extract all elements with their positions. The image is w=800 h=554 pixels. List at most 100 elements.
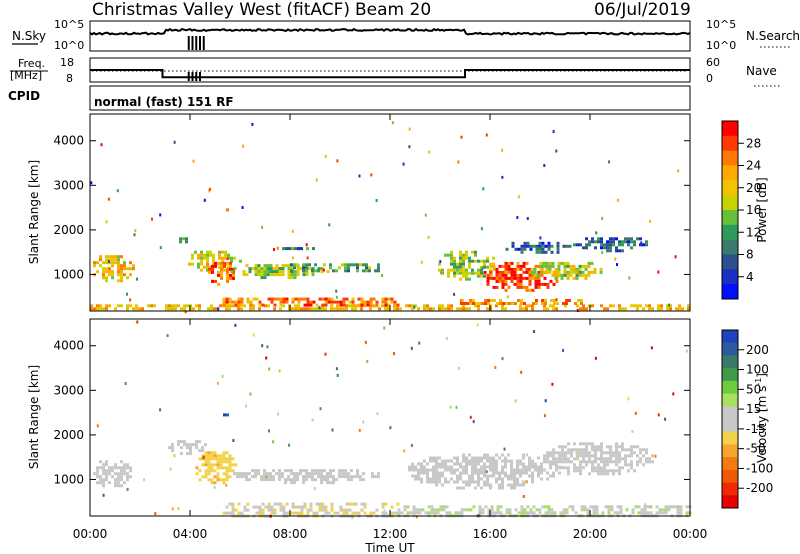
velocity-cell <box>408 468 411 472</box>
velocity-cell <box>456 477 459 481</box>
power-cell <box>293 266 296 270</box>
velocity-cell <box>332 478 335 482</box>
velocity-cell <box>339 505 343 509</box>
power-cell <box>123 261 126 265</box>
power-cell <box>562 244 566 248</box>
velocity-colorbar-tick-label: 100 <box>746 363 769 377</box>
velocity-cell <box>654 454 657 458</box>
velocity-cell <box>396 502 400 506</box>
power-cell <box>563 264 567 268</box>
velocity-cell <box>615 469 618 473</box>
power-cell <box>581 273 585 277</box>
power-cell <box>510 261 514 265</box>
velocity-cell <box>456 486 459 490</box>
power-cell <box>510 270 514 274</box>
power-cell <box>533 273 537 277</box>
power-cell <box>333 300 337 304</box>
velocity-cell <box>309 508 313 512</box>
velocity-cell <box>120 469 123 473</box>
velocity-cell <box>495 477 498 481</box>
power-cell <box>441 268 444 272</box>
power-cell <box>582 246 585 250</box>
velocity-cell <box>609 451 612 455</box>
velocity-cell <box>544 505 548 509</box>
velocity-cell <box>600 466 603 470</box>
velocity-cell <box>507 474 510 478</box>
velocity-cell <box>651 454 654 458</box>
power-cell <box>267 297 271 301</box>
velocity-cell <box>501 483 504 487</box>
power-cell <box>539 264 543 268</box>
nave-tick-low: 0 <box>706 72 713 85</box>
velocity-cell <box>299 472 302 476</box>
power-cell <box>336 304 339 308</box>
velocity-cell <box>624 457 627 461</box>
power-cell <box>245 273 249 277</box>
velocity-cell <box>225 466 229 470</box>
velocity-cell <box>645 457 648 461</box>
power-cell <box>599 270 603 274</box>
velocity-cell <box>120 466 123 470</box>
velocity-cell <box>483 456 486 460</box>
power-cell <box>552 307 555 311</box>
velocity-cell <box>591 448 594 452</box>
power-cell <box>242 270 246 274</box>
velocity-cell <box>99 466 102 470</box>
velocity-cell <box>624 448 627 452</box>
velocity-cell <box>463 508 467 512</box>
velocity-cell <box>627 469 630 473</box>
power-cell <box>384 307 387 311</box>
velocity-cell <box>501 480 504 484</box>
velocity-cell <box>537 471 540 475</box>
velocity-cell <box>495 459 498 463</box>
power-cell <box>229 264 232 268</box>
velocity-cell <box>571 505 575 509</box>
velocity-cell <box>564 457 567 461</box>
power-cell <box>531 276 535 280</box>
velocity-cell <box>579 469 582 473</box>
velocity-cell <box>627 463 630 467</box>
power-cell <box>211 279 214 283</box>
power-cell <box>565 302 568 305</box>
power-cell <box>501 285 505 289</box>
power-cell <box>581 264 585 268</box>
velocity-cell <box>540 471 543 475</box>
power-cell <box>302 266 305 270</box>
velocity-cell <box>318 502 322 506</box>
power-cell <box>447 307 450 311</box>
velocity-cell <box>640 508 644 512</box>
velocity-cell <box>377 475 380 479</box>
velocity-cell <box>225 460 229 464</box>
velocity-cell <box>305 469 308 473</box>
power-cell <box>114 307 117 311</box>
power-cell <box>526 244 530 248</box>
velocity-cell <box>290 481 293 485</box>
power-cell <box>211 264 214 268</box>
velocity-cell <box>519 483 522 487</box>
power-cell <box>482 187 485 191</box>
velocity-cell <box>609 469 612 473</box>
velocity-cell <box>96 475 99 479</box>
power-cell <box>254 264 258 268</box>
velocity-cell <box>618 457 621 461</box>
power-cell <box>510 267 514 271</box>
velocity-cell <box>204 469 208 473</box>
velocity-cell <box>508 511 512 515</box>
power-cell <box>501 276 505 280</box>
velocity-cell <box>619 505 623 509</box>
power-cell <box>465 256 468 260</box>
velocity-cell <box>303 502 307 506</box>
velocity-cell <box>305 478 308 482</box>
power-cell <box>105 267 108 271</box>
velocity-cell <box>522 465 525 469</box>
velocity-cell <box>312 511 316 515</box>
velocity-cell <box>314 472 317 476</box>
power-cell <box>93 307 96 311</box>
velocity-cell <box>186 452 189 456</box>
velocity-cell <box>236 472 239 476</box>
power-cell <box>311 273 315 277</box>
power-cell <box>285 247 288 251</box>
power-cell <box>575 270 579 274</box>
power-cell <box>465 307 468 311</box>
velocity-cell <box>426 471 429 475</box>
